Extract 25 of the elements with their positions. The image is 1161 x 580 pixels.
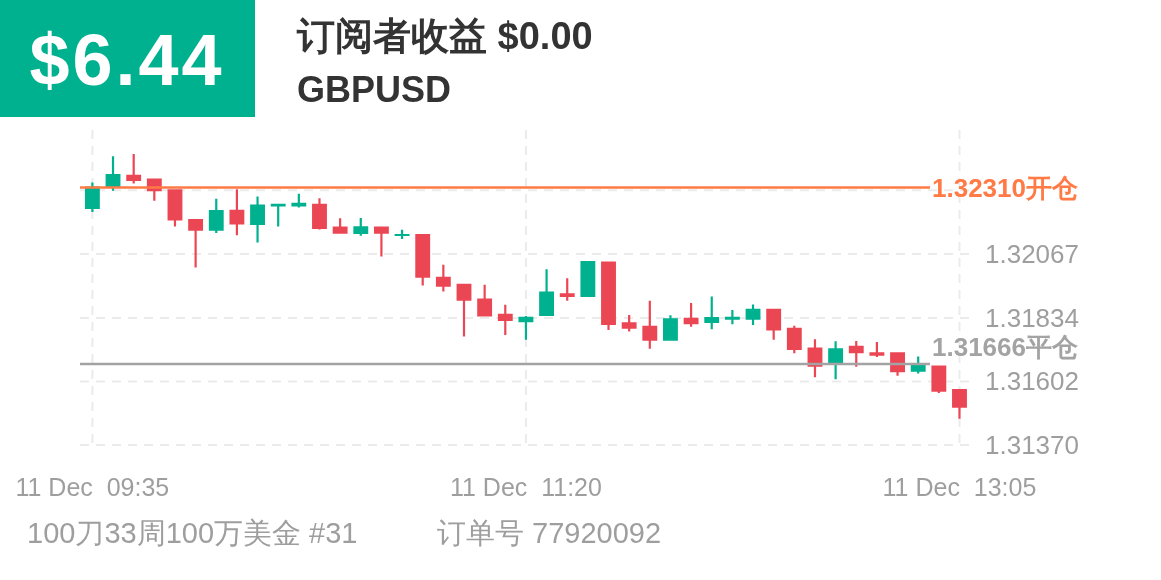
candlestick <box>559 278 575 301</box>
x-tick-label: 11 Dec 09:35 <box>15 473 170 501</box>
y-tick-label: 1.31602 <box>985 366 1079 397</box>
text: 订单号 77920092 <box>437 517 662 549</box>
candlestick <box>373 226 389 257</box>
candlestick <box>332 218 348 234</box>
y-tick-label: 1.32067 <box>985 239 1079 270</box>
candlestick <box>539 269 555 316</box>
candlestick <box>663 315 678 341</box>
ref-line-label: 1.31666平仓 <box>932 331 1078 362</box>
y-tick-label: 1.31834 <box>985 302 1079 333</box>
candlestick <box>621 314 637 332</box>
x-tick-label: 11 Dec 13:05 <box>882 473 1037 501</box>
candlestick <box>952 389 967 419</box>
chart-title: 订阅者收益 $0.00 <box>296 15 593 57</box>
candlestick <box>250 196 265 243</box>
candlestick <box>188 219 204 268</box>
y-tick-label: 1.31370 <box>985 430 1079 460</box>
x-tick-label: 11 Dec 11:20 <box>449 473 602 501</box>
candlestick <box>477 284 493 317</box>
text: $6.44 <box>29 20 225 100</box>
ref-line-label: 1.32310开仓 <box>932 172 1078 203</box>
chart-subtitle: GBPUSD <box>297 68 452 110</box>
candlestick <box>869 342 885 358</box>
text: 100刀33周100万美金 #31 <box>27 517 358 549</box>
